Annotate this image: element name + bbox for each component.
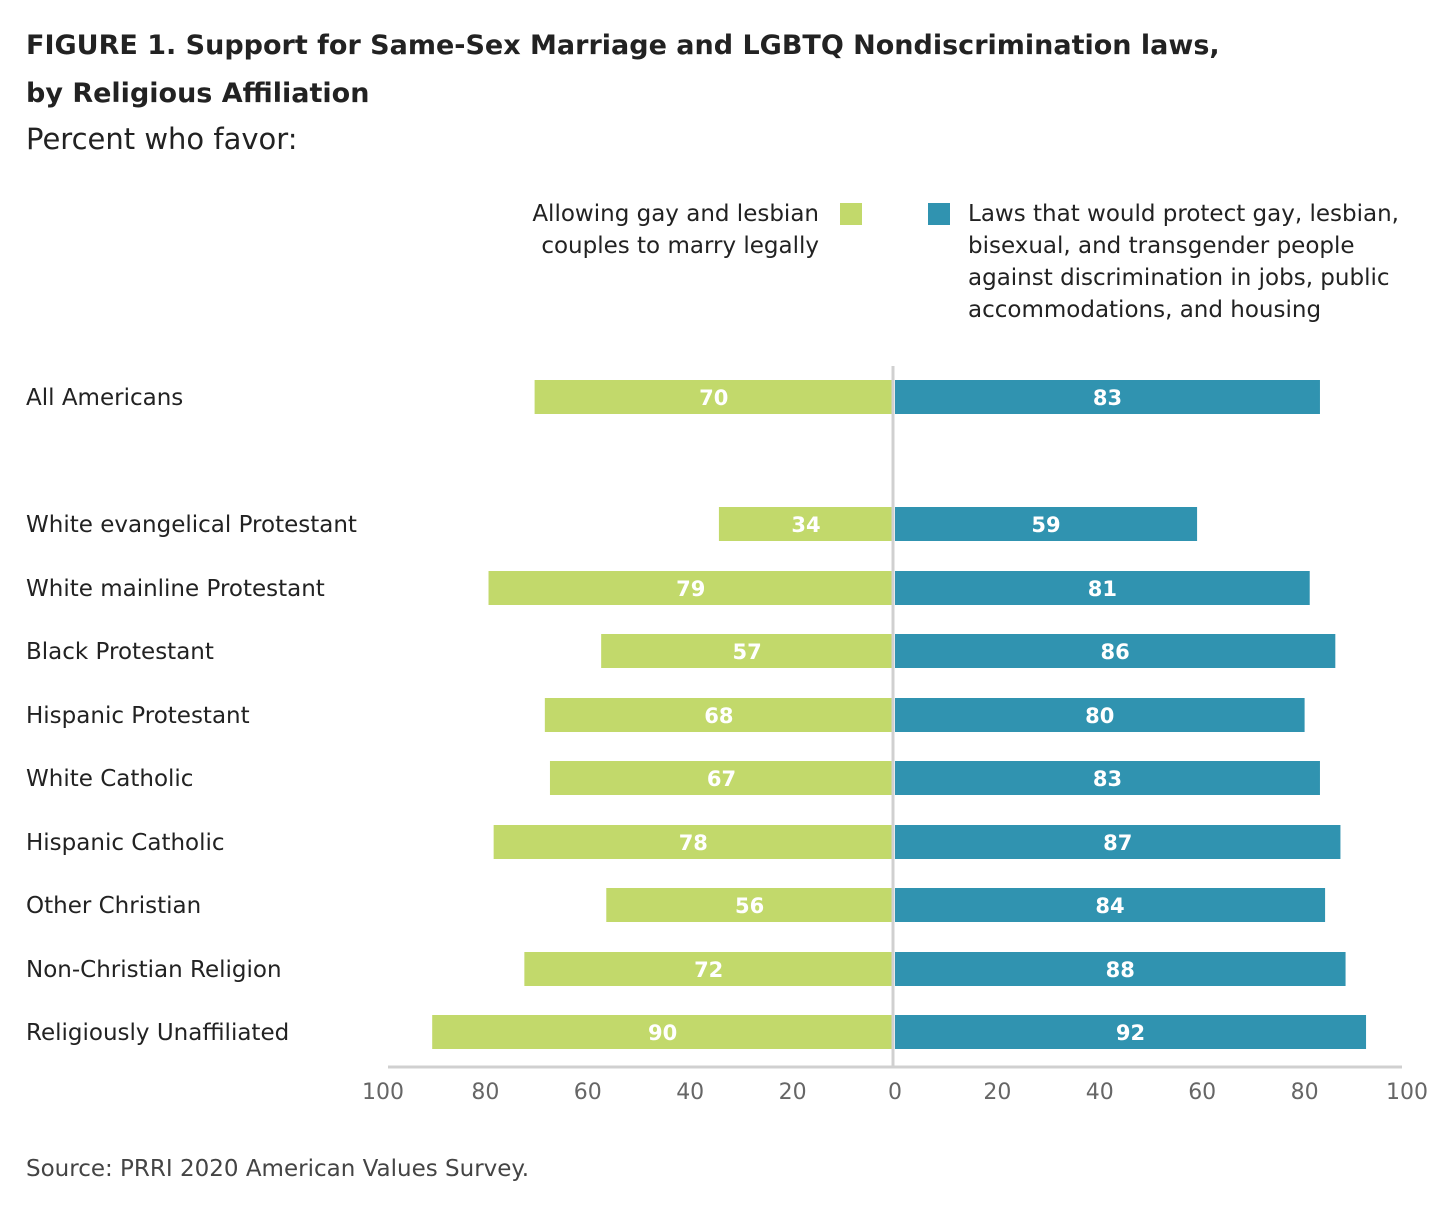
x-tick-label: 100 [362, 1080, 404, 1105]
chart-title-line1: FIGURE 1. Support for Same-Sex Marriage … [26, 30, 1220, 61]
bar-nondiscrimination [895, 888, 1326, 922]
legend-marriage-label: Allowing gay and lesbian couples to marr… [532, 201, 819, 259]
bar-marriage [488, 571, 893, 605]
x-tick-label: 80 [471, 1080, 499, 1105]
chart-subtitle: Percent who favor: [26, 122, 298, 156]
bar-nondiscrimination [895, 952, 1346, 986]
bar-marriage [432, 1015, 893, 1049]
source-note: Source: PRRI 2020 American Values Survey… [26, 1156, 530, 1182]
category-label: White Catholic [26, 766, 193, 792]
value-label-marriage: 78 [679, 831, 708, 855]
x-tick-label: 60 [1188, 1080, 1216, 1105]
value-label-marriage: 79 [676, 577, 705, 601]
value-label-marriage: 56 [735, 894, 764, 918]
legend-nondiscrimination-label: Laws that would protect gay, lesbian, bi… [968, 201, 1399, 323]
bar-nondiscrimination [895, 571, 1310, 605]
bar-marriage [493, 825, 893, 859]
bar-marriage [534, 380, 893, 414]
x-tick-label: 0 [888, 1080, 902, 1105]
value-label-nondiscrimination: 83 [1093, 386, 1122, 410]
value-label-nondiscrimination: 83 [1093, 767, 1122, 791]
value-label-nondiscrimination: 88 [1106, 958, 1135, 982]
value-label-nondiscrimination: 86 [1101, 640, 1130, 664]
category-label: Hispanic Protestant [26, 703, 250, 729]
value-label-marriage: 67 [707, 767, 736, 791]
x-tick-label: 40 [676, 1080, 704, 1105]
value-label-nondiscrimination: 92 [1116, 1021, 1145, 1045]
chart-title-line2: by Religious Affiliation [26, 78, 370, 109]
value-label-marriage: 90 [648, 1021, 677, 1045]
bar-marriage [524, 952, 893, 986]
category-label: Hispanic Catholic [26, 830, 225, 856]
bar-marriage [601, 634, 893, 668]
bar-nondiscrimination [895, 698, 1305, 732]
value-label-marriage: 68 [704, 704, 733, 728]
bar-nondiscrimination [895, 380, 1320, 414]
x-tick-label: 20 [779, 1080, 807, 1105]
value-label-marriage: 70 [699, 386, 728, 410]
bar-marriage [718, 507, 893, 541]
x-tick-label: 40 [1086, 1080, 1114, 1105]
bar-nondiscrimination [895, 634, 1336, 668]
bar-nondiscrimination [895, 1015, 1367, 1049]
x-tick-label: 60 [574, 1080, 602, 1105]
bar-nondiscrimination [895, 761, 1320, 795]
legend-marriage-swatch [840, 203, 862, 225]
bar-marriage [549, 761, 893, 795]
value-label-nondiscrimination: 87 [1103, 831, 1132, 855]
value-label-marriage: 72 [694, 958, 723, 982]
value-label-marriage: 34 [791, 513, 820, 537]
category-label: White evangelical Protestant [26, 512, 357, 538]
value-label-nondiscrimination: 84 [1095, 894, 1124, 918]
bar-nondiscrimination [895, 825, 1341, 859]
value-label-nondiscrimination: 81 [1088, 577, 1117, 601]
category-label: Non-Christian Religion [26, 957, 282, 983]
bar-marriage [544, 698, 893, 732]
category-label: White mainline Protestant [26, 576, 325, 602]
legend-nondiscrimination-swatch [928, 203, 950, 225]
chart-title: FIGURE 1. Support for Same-Sex Marriage … [26, 22, 1426, 118]
bar-marriage [606, 888, 893, 922]
x-tick-label: 80 [1291, 1080, 1319, 1105]
value-label-nondiscrimination: 59 [1031, 513, 1060, 537]
category-label: All Americans [26, 385, 183, 411]
category-label: Black Protestant [26, 639, 214, 665]
bar-nondiscrimination [895, 507, 1198, 541]
x-tick-label: 20 [983, 1080, 1011, 1105]
x-tick-label: 100 [1386, 1080, 1428, 1105]
value-label-nondiscrimination: 80 [1085, 704, 1114, 728]
category-label: Religiously Unaffiliated [26, 1020, 289, 1046]
category-label: Other Christian [26, 893, 201, 919]
value-label-marriage: 57 [732, 640, 761, 664]
